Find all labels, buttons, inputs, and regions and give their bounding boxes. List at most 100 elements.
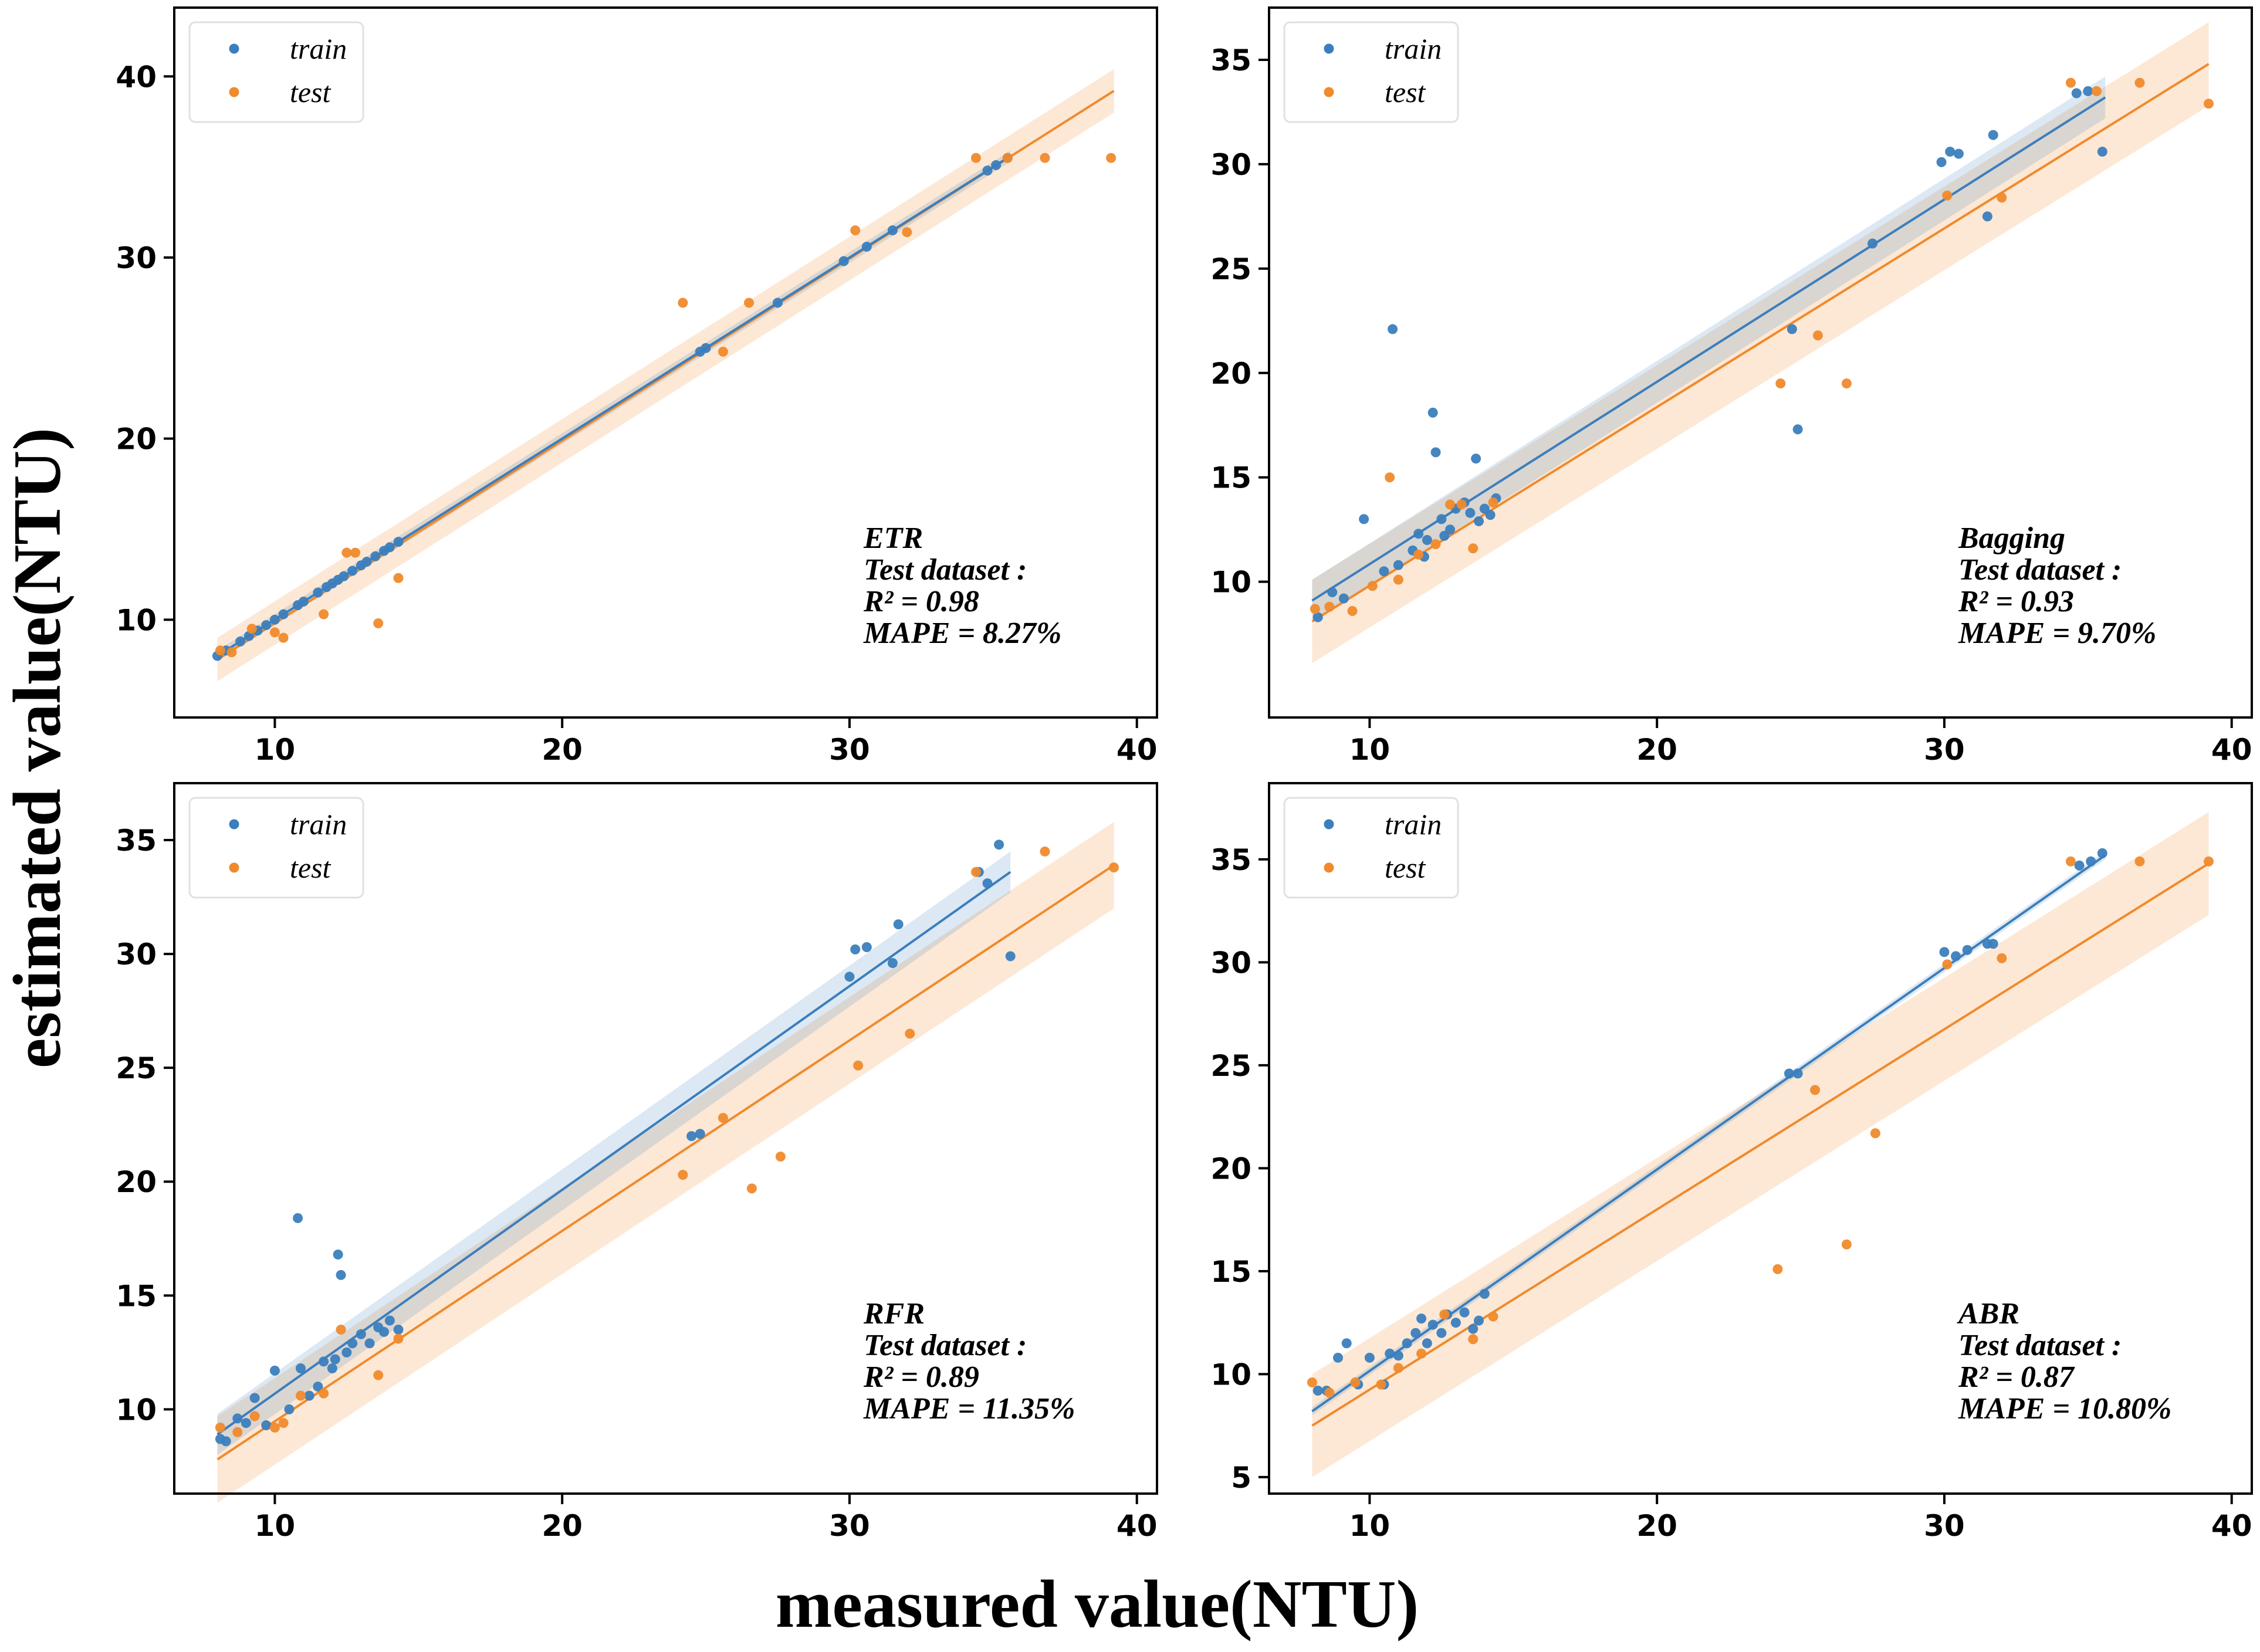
- train-point: [235, 636, 246, 646]
- train-point: [1333, 1352, 1344, 1363]
- train-point: [284, 1404, 295, 1414]
- train-point: [1474, 1315, 1484, 1326]
- test-point: [1997, 953, 2007, 963]
- train-point: [1936, 157, 1947, 167]
- x-tick-label: 20: [542, 733, 583, 767]
- train-point: [336, 1270, 346, 1280]
- annotation-line: Test dataset :: [864, 553, 1027, 587]
- test-point: [1040, 846, 1050, 857]
- test-point: [341, 547, 352, 558]
- train-point: [313, 1382, 323, 1392]
- legend: train test: [188, 797, 364, 899]
- test-point: [373, 1370, 384, 1380]
- train-point: [295, 1363, 306, 1374]
- train-point: [2097, 147, 2107, 157]
- x-tick-label: 20: [1636, 1509, 1677, 1543]
- y-tick-label: 30: [1210, 148, 1251, 182]
- train-point: [261, 1420, 272, 1431]
- train-point: [341, 1347, 352, 1358]
- y-tick-label: 20: [1210, 357, 1251, 391]
- train-point: [1341, 1338, 1352, 1349]
- train-point: [313, 587, 323, 598]
- train-point: [298, 596, 309, 607]
- y-tick-label: 25: [1210, 252, 1251, 286]
- train-point: [1465, 507, 1476, 518]
- train-legend-label: train: [290, 808, 347, 841]
- test-point: [1488, 1311, 1498, 1322]
- test-regression-line: [1311, 63, 2210, 622]
- train-point: [261, 620, 272, 631]
- test-point: [215, 645, 225, 656]
- train-point: [339, 571, 349, 581]
- test-point: [2134, 77, 2145, 88]
- test-point: [1347, 606, 1358, 616]
- train-point: [361, 557, 372, 567]
- x-tick-label: 20: [1636, 733, 1677, 767]
- test-point: [744, 297, 755, 308]
- test-point: [1468, 543, 1479, 554]
- annotation-line: R² = 0.93: [1958, 585, 2074, 618]
- train-point: [293, 1213, 303, 1223]
- train-point: [861, 241, 872, 252]
- legend: train test: [1283, 21, 1459, 123]
- y-tick-label: 35: [1210, 43, 1251, 77]
- test-regression-line: [216, 864, 1115, 1461]
- test-legend-label: test: [1385, 851, 1426, 884]
- train-point: [1359, 514, 1369, 524]
- train-point: [850, 944, 861, 954]
- train-point: [1792, 424, 1803, 435]
- y-tick-label: 15: [1210, 461, 1251, 495]
- annotation-line: R² = 0.98: [863, 585, 979, 618]
- train-point: [269, 614, 280, 625]
- train-point: [356, 1329, 366, 1339]
- test-point: [678, 297, 688, 308]
- test-point: [1393, 574, 1403, 585]
- y-tick-label: 25: [116, 1051, 157, 1085]
- train-point: [2071, 88, 2082, 99]
- y-tick-label: 30: [116, 937, 157, 971]
- test-point: [2134, 856, 2145, 866]
- axes-frame: [173, 6, 1158, 719]
- train-point: [887, 958, 898, 969]
- train-point: [1479, 1289, 1490, 1299]
- test-point: [269, 1422, 280, 1433]
- train-point: [330, 1354, 340, 1365]
- train-point: [1385, 1348, 1395, 1359]
- test-legend-marker: [1324, 87, 1334, 97]
- test-point: [249, 1411, 260, 1421]
- test-point: [970, 866, 981, 877]
- train-point: [221, 1436, 231, 1447]
- test-point: [1942, 959, 1953, 970]
- train-point: [2074, 860, 2085, 871]
- test-legend-label: test: [1385, 76, 1426, 109]
- subplot-2: 10 20 30 40 10 15 20 25 30 35 train test BaggingTest…: [1210, 6, 2253, 767]
- train-point: [1450, 1318, 1461, 1328]
- y-tick-label: 25: [1210, 1049, 1251, 1083]
- train-legend-marker: [1324, 43, 1334, 54]
- train-point: [1312, 1385, 1323, 1396]
- train-point: [1459, 1307, 1470, 1318]
- test-point: [853, 1060, 864, 1071]
- train-point: [347, 1338, 358, 1349]
- annotation-line: ABR: [1957, 1297, 2019, 1331]
- train-point: [994, 839, 1004, 850]
- train-point: [241, 1418, 251, 1428]
- test-point: [902, 227, 912, 238]
- test-point: [319, 1388, 329, 1399]
- train-legend-label: train: [1385, 808, 1442, 841]
- x-tick-label: 10: [255, 733, 296, 767]
- test-point: [295, 1390, 306, 1401]
- test-point: [1997, 192, 2007, 203]
- train-point: [384, 1315, 395, 1326]
- y-tick-label: 20: [116, 422, 157, 456]
- test-point: [1772, 1264, 1783, 1274]
- annotation-line: ETR: [863, 522, 923, 555]
- annotation-line: Test dataset :: [1958, 1329, 2122, 1362]
- test-point: [1310, 604, 1320, 614]
- train-point: [1953, 148, 1964, 159]
- x-tick-label: 30: [829, 1509, 870, 1543]
- train-point: [1474, 516, 1484, 526]
- test-point: [1040, 153, 1050, 163]
